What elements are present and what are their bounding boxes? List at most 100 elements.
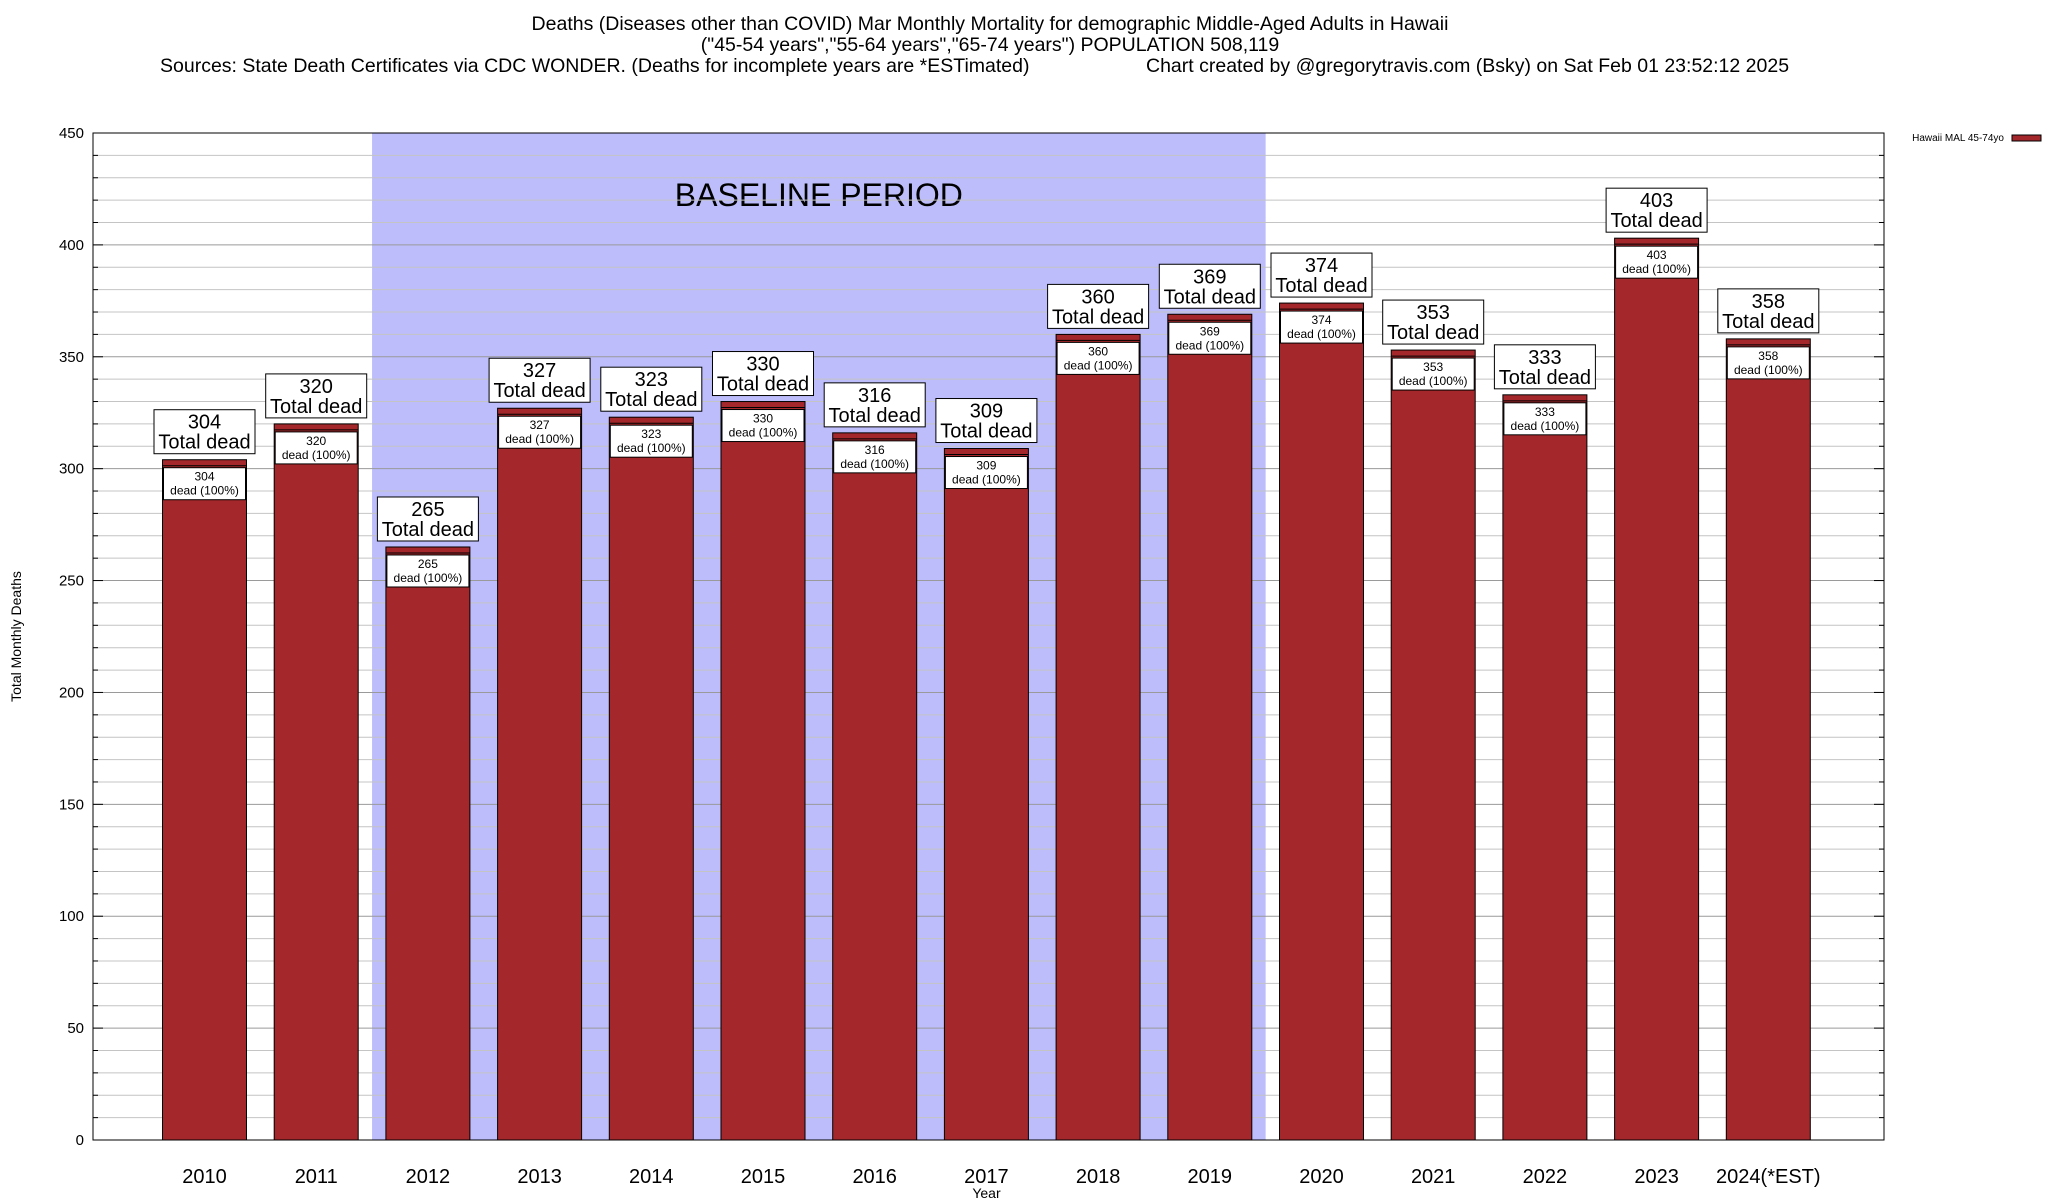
total-label-box: [1047, 283, 1150, 329]
y-tick-label: 300: [59, 461, 84, 478]
total-value-label: 327: [523, 360, 556, 382]
total-value-label: 369: [1193, 266, 1226, 288]
inner-value-label: 265: [418, 557, 438, 571]
total-dead-label: Total dead: [270, 396, 362, 418]
inner-percent-label: dead (100%): [505, 432, 574, 446]
bar: [1502, 394, 1588, 1141]
total-label-box: [1270, 252, 1373, 298]
total-dead-label: Total dead: [493, 380, 585, 402]
total-label-box: [600, 366, 703, 412]
inner-label-box: [1726, 346, 1810, 380]
x-tick-label: 2020: [1299, 1166, 1344, 1188]
inner-value-label: 316: [865, 443, 885, 457]
y-tick-label: 250: [59, 573, 84, 590]
inner-percent-label: dead (100%): [729, 426, 798, 440]
bar: [385, 546, 471, 1141]
y-tick-label: 150: [59, 796, 84, 813]
inner-percent-label: dead (100%): [1734, 363, 1803, 377]
total-value-label: 304: [188, 412, 221, 434]
bar: [1725, 338, 1811, 1141]
y-tick-label: 50: [67, 1020, 84, 1037]
inner-percent-label: dead (100%): [617, 441, 686, 455]
baseline-label: BASELINE PERIOD: [675, 177, 963, 213]
chart-source-row: Sources: State Death Certificates via CD…: [0, 56, 1980, 77]
inner-label-box: [163, 467, 246, 501]
x-axis-title: Year: [972, 1185, 1001, 1200]
inner-label-box: [386, 554, 470, 588]
inner-value-label: 323: [641, 427, 661, 441]
legend-label: Hawaii MAL 45-74yo: [1912, 133, 2004, 144]
bar: [162, 459, 247, 1141]
total-value-label: 333: [1528, 347, 1561, 369]
y-tick-label: 400: [59, 237, 84, 254]
inner-percent-label: dead (100%): [170, 484, 239, 498]
inner-label-box: [944, 456, 1028, 490]
inner-label-box: [1168, 321, 1252, 355]
total-dead-label: Total dead: [940, 421, 1032, 443]
chart-title: Deaths (Diseases other than COVID) Mar M…: [531, 13, 1449, 35]
inner-value-label: 374: [1311, 313, 1331, 327]
inner-percent-label: dead (100%): [394, 571, 463, 585]
total-label-box: [265, 373, 368, 419]
inner-percent-label: dead (100%): [1511, 419, 1580, 433]
legend: Hawaii MAL 45-74yo: [1912, 133, 2042, 144]
x-tick-label: 2019: [1188, 1166, 1233, 1188]
inner-percent-label: dead (100%): [952, 473, 1021, 487]
total-dead-label: Total dead: [158, 432, 250, 454]
inner-value-label: 309: [976, 459, 996, 473]
inner-label-box: [1391, 357, 1475, 391]
y-tick-label: 0: [76, 1132, 84, 1149]
x-tick-label: 2013: [517, 1166, 562, 1188]
chart-credit: Chart created by @gregorytravis.com (Bsk…: [1146, 55, 1790, 77]
plot-frame: [92, 132, 1885, 1141]
total-value-label: 353: [1417, 302, 1450, 324]
inner-value-label: 358: [1758, 349, 1778, 363]
y-tick-label: 350: [59, 349, 84, 366]
inner-value-label: 360: [1088, 344, 1108, 358]
inner-label-box: [609, 424, 693, 458]
inner-value-label: 403: [1647, 248, 1667, 262]
inner-percent-label: dead (100%): [1287, 327, 1356, 341]
y-tick-label: 100: [59, 908, 84, 925]
y-axis-title: Total Monthly Deaths: [8, 571, 24, 702]
x-tick-label: 2021: [1411, 1166, 1456, 1188]
total-dead-label: Total dead: [1499, 367, 1591, 389]
total-label-box: [1493, 344, 1596, 390]
total-label-box: [153, 409, 256, 455]
total-label-box: [1158, 263, 1261, 309]
x-tick-label: 2010: [182, 1166, 227, 1188]
total-dead-label: Total dead: [1610, 210, 1702, 232]
bar: [273, 423, 359, 1141]
inner-label-box: [1615, 245, 1699, 279]
inner-label-box: [1280, 310, 1363, 344]
total-label-box: [823, 382, 926, 428]
total-value-label: 316: [858, 385, 891, 407]
total-value-label: 323: [635, 369, 668, 391]
x-tick-label: 2017: [964, 1166, 1009, 1188]
legend-swatch: [2011, 134, 2042, 142]
y-tick-label: 450: [59, 125, 84, 142]
inner-value-label: 330: [753, 412, 773, 426]
x-tick-label: 2016: [852, 1166, 897, 1188]
inner-percent-label: dead (100%): [1064, 358, 1133, 372]
x-tick-label: 2022: [1523, 1166, 1568, 1188]
bar: [720, 401, 806, 1141]
chart-subtitle: ("45-54 years","55-64 years","65-74 year…: [700, 34, 1280, 56]
total-label-box: [376, 496, 479, 542]
total-dead-label: Total dead: [1275, 275, 1367, 297]
total-label-box: [1605, 187, 1708, 233]
inner-value-label: 320: [306, 434, 326, 448]
bar: [1167, 313, 1253, 1141]
bar: [1279, 302, 1364, 1141]
x-tick-label: 2014: [629, 1166, 674, 1188]
bar: [943, 448, 1029, 1141]
total-dead-label: Total dead: [1052, 306, 1144, 328]
total-dead-label: Total dead: [1164, 286, 1256, 308]
total-label-box: [488, 357, 591, 403]
inner-percent-label: dead (100%): [282, 448, 351, 462]
inner-label-box: [721, 409, 805, 443]
inner-label-box: [274, 431, 358, 465]
total-value-label: 358: [1752, 291, 1785, 313]
total-dead-label: Total dead: [1722, 311, 1814, 333]
inner-percent-label: dead (100%): [1175, 338, 1244, 352]
